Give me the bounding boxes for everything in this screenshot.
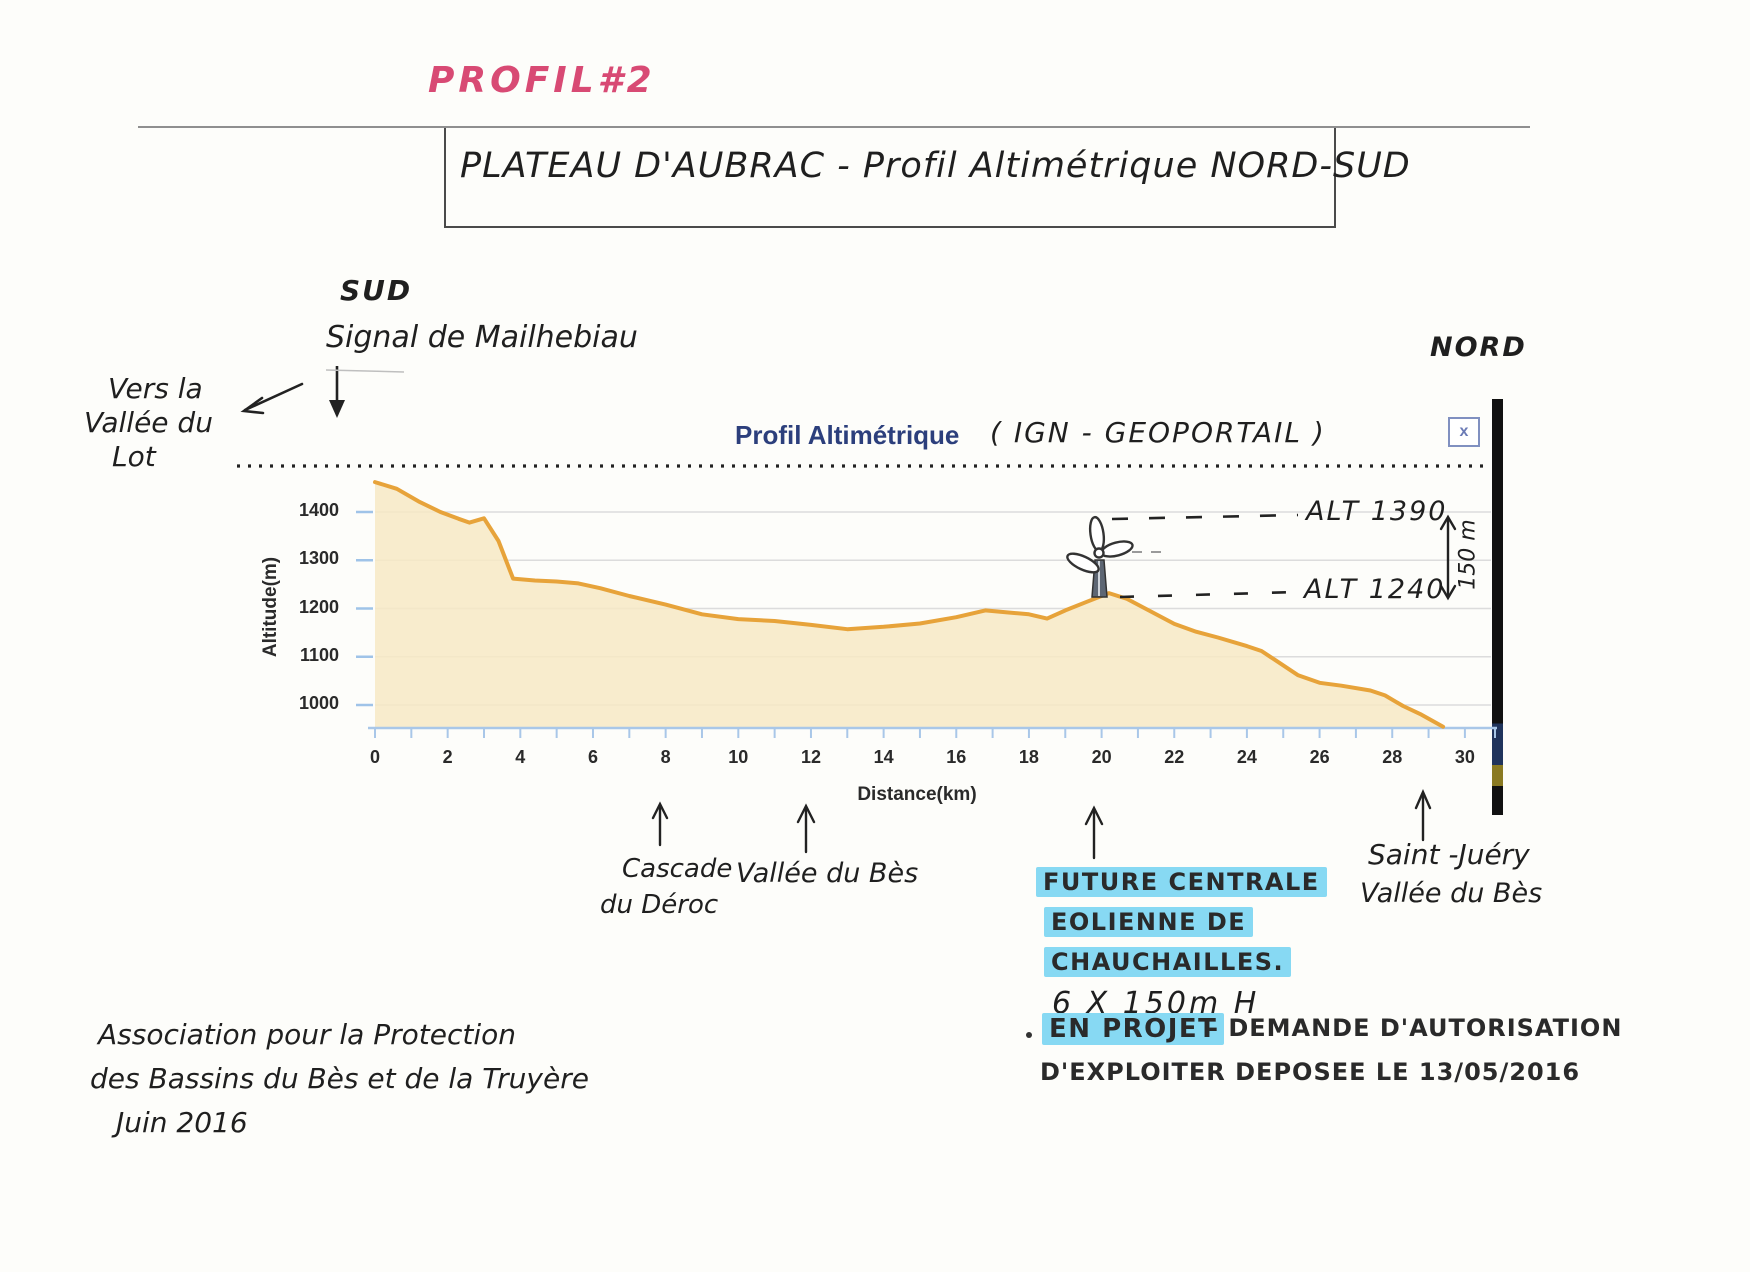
saint-juery-label-line1: Saint -Juéry <box>1368 838 1530 871</box>
demande-autorisation-label: - DEMANDE D'AUTORISATION <box>1208 1014 1623 1042</box>
future-centrale-line1: FUTURE CENTRALE <box>1036 867 1327 897</box>
vers-la-vallee-line2: Vallée du <box>84 406 213 439</box>
x-tick-label: 10 <box>728 747 749 767</box>
exploiter-deposee-label: D'EXPLOITER DEPOSEE LE 13/05/2016 <box>1040 1058 1581 1086</box>
alt-base-label: ALT 1240 <box>1304 574 1446 605</box>
arrow-to-lot-valley-icon <box>240 382 304 415</box>
cascade-label-line2: du Déroc <box>600 890 719 920</box>
x-tick-label: 28 <box>1382 747 1403 767</box>
x-tick-label: 24 <box>1236 747 1257 767</box>
bullet-dot <box>1026 1032 1032 1038</box>
height-150m-double-arrow-icon <box>1439 514 1457 601</box>
up-arrow-saint-juery-icon <box>1414 789 1432 842</box>
future-centrale-line3: CHAUCHAILLES. <box>1044 947 1292 977</box>
y-tick-label: 1000 <box>298 693 339 713</box>
y-tick-label: 1300 <box>298 548 339 569</box>
x-axis-title: Distance(km) <box>857 784 977 805</box>
page-title: PLATEAU D'AUBRAC - Profil Altimétrique N… <box>460 146 1411 186</box>
y-tick-label: 1200 <box>298 596 339 617</box>
association-line1: Association pour la Protection <box>98 1018 516 1051</box>
alt-1240-dash-line <box>1119 590 1299 599</box>
en-projet-label: EN PROJET <box>1042 1013 1225 1045</box>
x-tick-label: 18 <box>1018 747 1039 767</box>
y-tick-label: 1400 <box>298 500 339 520</box>
vers-la-vallee-line1: Vers la <box>108 372 203 405</box>
saint-juery-label-line2: Vallée du Bès <box>1360 878 1543 909</box>
cascade-label-line1: Cascade <box>622 854 733 884</box>
up-arrow-cascade-icon <box>651 801 669 847</box>
compass-north-label: NORD <box>1430 332 1527 363</box>
x-tick-label: 4 <box>515 747 526 767</box>
vers-la-vallee-line3: Lot <box>112 440 156 473</box>
compass-south-label: SUD <box>340 274 413 307</box>
profile-tag: PROFIL#2 <box>428 60 656 101</box>
scan-edge-bar <box>1492 399 1503 815</box>
elevation-line <box>373 480 1446 729</box>
x-tick-label: 8 <box>660 747 671 767</box>
x-tick-label: 12 <box>800 747 821 767</box>
up-arrow-centrale-icon <box>1084 805 1104 860</box>
height-150m-label: 150 m <box>1455 519 1481 590</box>
x-tick-label: 30 <box>1454 747 1475 767</box>
chart-title-source: ( IGN - GEOPORTAIL ) <box>990 416 1326 449</box>
elevation-area <box>375 482 1444 728</box>
ruled-scan-line <box>138 126 1530 128</box>
x-tick-label: 20 <box>1091 747 1112 767</box>
close-button[interactable]: x <box>1448 417 1480 447</box>
alt-top-label: ALT 1390 <box>1306 496 1448 527</box>
title-box: PLATEAU D'AUBRAC - Profil Altimétrique N… <box>444 128 1411 228</box>
x-tick-label: 22 <box>1164 747 1185 767</box>
association-line3: Juin 2016 <box>116 1106 248 1139</box>
wind-turbine-sketch-icon <box>1066 515 1134 598</box>
up-arrow-vallee-bes-icon <box>796 803 816 854</box>
alt-1390-dash-line <box>1111 513 1299 521</box>
summit-label: Signal de Mailhebiau <box>326 320 638 355</box>
association-line2: des Bassins du Bès et de la Truyère <box>90 1062 589 1095</box>
chart-title: Profil Altimétrique <box>735 420 960 450</box>
summit-down-arrow-icon <box>325 366 405 418</box>
x-tick-label: 2 <box>442 747 453 767</box>
x-tick-label: 0 <box>369 747 380 767</box>
chart-axes <box>368 726 1497 738</box>
x-tick-label: 16 <box>946 747 967 767</box>
x-tick-label: 14 <box>873 747 894 767</box>
x-tick-label: 26 <box>1309 747 1330 767</box>
x-tick-label: 6 <box>587 747 598 767</box>
vallee-bes-label: Vallée du Bès <box>736 858 919 889</box>
y-tick-label: 1100 <box>299 644 339 665</box>
future-centrale-line2: EOLIENNE DE <box>1044 907 1254 937</box>
